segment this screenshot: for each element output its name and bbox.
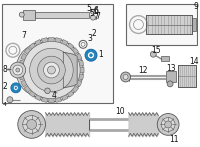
Wedge shape xyxy=(51,70,79,92)
Wedge shape xyxy=(24,47,51,70)
Wedge shape xyxy=(41,70,51,102)
Text: 5: 5 xyxy=(87,4,91,13)
Text: 6: 6 xyxy=(94,6,99,15)
Circle shape xyxy=(11,83,21,93)
Bar xyxy=(23,10,35,20)
Text: 14: 14 xyxy=(189,57,199,66)
Text: 11: 11 xyxy=(169,135,179,144)
Wedge shape xyxy=(21,70,51,87)
Circle shape xyxy=(20,38,83,102)
Circle shape xyxy=(13,85,18,90)
Circle shape xyxy=(44,62,59,78)
Circle shape xyxy=(88,52,94,59)
Circle shape xyxy=(16,42,71,98)
Wedge shape xyxy=(51,70,74,97)
Circle shape xyxy=(18,111,45,138)
Circle shape xyxy=(38,56,65,84)
Circle shape xyxy=(90,9,95,14)
Circle shape xyxy=(19,12,24,17)
Text: 4: 4 xyxy=(3,102,7,107)
Wedge shape xyxy=(51,60,84,70)
Wedge shape xyxy=(49,70,54,103)
Bar xyxy=(166,71,176,82)
Wedge shape xyxy=(51,70,82,87)
Circle shape xyxy=(47,66,55,74)
Wedge shape xyxy=(21,53,51,70)
Circle shape xyxy=(15,87,17,89)
Wedge shape xyxy=(51,40,68,70)
Circle shape xyxy=(32,58,55,82)
Text: 3: 3 xyxy=(87,34,92,43)
Circle shape xyxy=(150,51,156,57)
Wedge shape xyxy=(51,47,79,70)
Text: 5: 5 xyxy=(89,9,94,18)
Circle shape xyxy=(7,97,13,103)
Circle shape xyxy=(157,113,179,135)
Circle shape xyxy=(16,68,20,72)
Wedge shape xyxy=(51,70,68,101)
Circle shape xyxy=(30,48,73,92)
Text: 2: 2 xyxy=(3,82,8,91)
Wedge shape xyxy=(41,38,51,70)
Text: 15: 15 xyxy=(151,46,161,55)
Text: 12: 12 xyxy=(138,66,148,75)
Wedge shape xyxy=(51,70,61,102)
Bar xyxy=(178,65,196,87)
Wedge shape xyxy=(51,67,84,73)
Text: ←: ← xyxy=(7,67,12,72)
Circle shape xyxy=(123,75,128,79)
Wedge shape xyxy=(19,70,51,80)
Circle shape xyxy=(90,15,95,20)
Bar xyxy=(126,4,197,45)
Text: 4: 4 xyxy=(51,91,56,100)
Circle shape xyxy=(85,49,97,61)
Wedge shape xyxy=(51,43,74,70)
Wedge shape xyxy=(51,53,82,70)
Circle shape xyxy=(13,65,23,75)
Wedge shape xyxy=(29,70,51,97)
Circle shape xyxy=(167,81,173,87)
Text: 2: 2 xyxy=(92,29,97,38)
Text: 8: 8 xyxy=(3,65,8,74)
Wedge shape xyxy=(24,70,51,92)
Wedge shape xyxy=(19,67,51,73)
Bar xyxy=(2,4,113,103)
Text: 7: 7 xyxy=(22,31,27,40)
Bar xyxy=(146,15,192,34)
Bar xyxy=(192,18,196,31)
Circle shape xyxy=(24,50,63,90)
Text: 7: 7 xyxy=(95,12,100,21)
Wedge shape xyxy=(19,60,51,70)
Polygon shape xyxy=(63,52,77,88)
Wedge shape xyxy=(49,37,54,70)
Text: 9: 9 xyxy=(194,2,199,11)
Circle shape xyxy=(121,72,131,82)
Circle shape xyxy=(23,41,80,99)
Circle shape xyxy=(10,62,26,78)
Wedge shape xyxy=(35,40,51,70)
Bar xyxy=(35,12,89,18)
Text: 10: 10 xyxy=(115,107,124,116)
Circle shape xyxy=(23,116,41,133)
Circle shape xyxy=(27,120,37,129)
Text: 1: 1 xyxy=(98,50,103,59)
Circle shape xyxy=(89,53,93,57)
Wedge shape xyxy=(29,43,51,70)
Text: 6: 6 xyxy=(93,7,98,16)
Bar xyxy=(178,65,196,87)
Text: 7: 7 xyxy=(93,13,98,22)
Wedge shape xyxy=(35,70,51,101)
Bar xyxy=(161,56,169,61)
Circle shape xyxy=(161,117,175,131)
Wedge shape xyxy=(51,38,61,70)
Bar xyxy=(146,15,192,34)
Text: 13: 13 xyxy=(166,64,176,73)
Wedge shape xyxy=(51,70,84,80)
Circle shape xyxy=(165,121,172,128)
Circle shape xyxy=(45,88,50,94)
